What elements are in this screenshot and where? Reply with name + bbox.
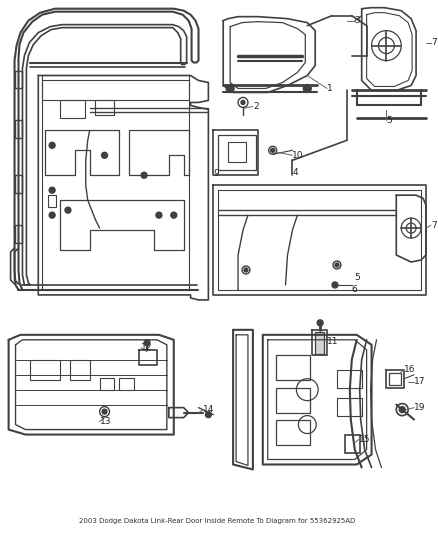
- Circle shape: [49, 212, 55, 218]
- Bar: [14, 120, 22, 139]
- Text: 16: 16: [404, 365, 416, 374]
- Text: 6: 6: [352, 286, 357, 294]
- Circle shape: [399, 407, 405, 413]
- Text: 5: 5: [355, 273, 360, 282]
- Bar: [315, 332, 324, 354]
- Text: 4: 4: [293, 168, 298, 177]
- Bar: [14, 225, 22, 243]
- Text: 19: 19: [414, 403, 426, 412]
- Text: 12: 12: [141, 343, 152, 352]
- Bar: [30, 360, 60, 379]
- Bar: [337, 398, 362, 416]
- Bar: [14, 175, 22, 193]
- Circle shape: [49, 142, 55, 148]
- Text: 7: 7: [431, 38, 437, 47]
- Circle shape: [102, 409, 107, 414]
- Circle shape: [271, 148, 275, 152]
- Bar: [42, 76, 189, 100]
- Circle shape: [226, 84, 234, 92]
- Bar: [48, 195, 56, 207]
- Text: 7: 7: [431, 221, 437, 230]
- Bar: [228, 142, 246, 162]
- Text: 1: 1: [327, 84, 333, 93]
- Bar: [276, 355, 310, 379]
- Text: 2: 2: [253, 102, 258, 111]
- Text: 13: 13: [99, 417, 111, 426]
- Bar: [276, 419, 310, 445]
- Circle shape: [102, 152, 107, 158]
- Bar: [337, 370, 362, 387]
- Circle shape: [156, 212, 162, 218]
- Circle shape: [317, 320, 323, 326]
- Circle shape: [205, 411, 212, 417]
- Text: 10: 10: [293, 151, 304, 160]
- Circle shape: [141, 172, 147, 178]
- Circle shape: [244, 268, 248, 272]
- Text: 15: 15: [359, 435, 370, 444]
- Text: 11: 11: [327, 337, 339, 346]
- Bar: [345, 434, 360, 453]
- Circle shape: [304, 84, 311, 92]
- Bar: [14, 70, 22, 88]
- Text: 9: 9: [213, 169, 219, 177]
- Circle shape: [65, 207, 71, 213]
- Bar: [218, 135, 256, 170]
- Circle shape: [144, 340, 150, 346]
- Bar: [95, 100, 114, 116]
- Circle shape: [49, 187, 55, 193]
- Bar: [70, 360, 90, 379]
- Text: 17: 17: [414, 377, 426, 386]
- Bar: [389, 373, 401, 385]
- Circle shape: [241, 100, 245, 104]
- Text: 2003 Dodge Dakota Link-Rear Door Inside Remote To Diagram for 55362925AD: 2003 Dodge Dakota Link-Rear Door Inside …: [79, 518, 355, 524]
- Circle shape: [332, 282, 338, 288]
- Text: 5: 5: [386, 116, 392, 125]
- Bar: [120, 378, 134, 390]
- Text: 3: 3: [355, 16, 360, 25]
- Bar: [276, 387, 310, 413]
- Circle shape: [335, 263, 339, 267]
- Text: 14: 14: [203, 405, 215, 414]
- Circle shape: [171, 212, 177, 218]
- Bar: [60, 100, 85, 118]
- Bar: [99, 378, 114, 390]
